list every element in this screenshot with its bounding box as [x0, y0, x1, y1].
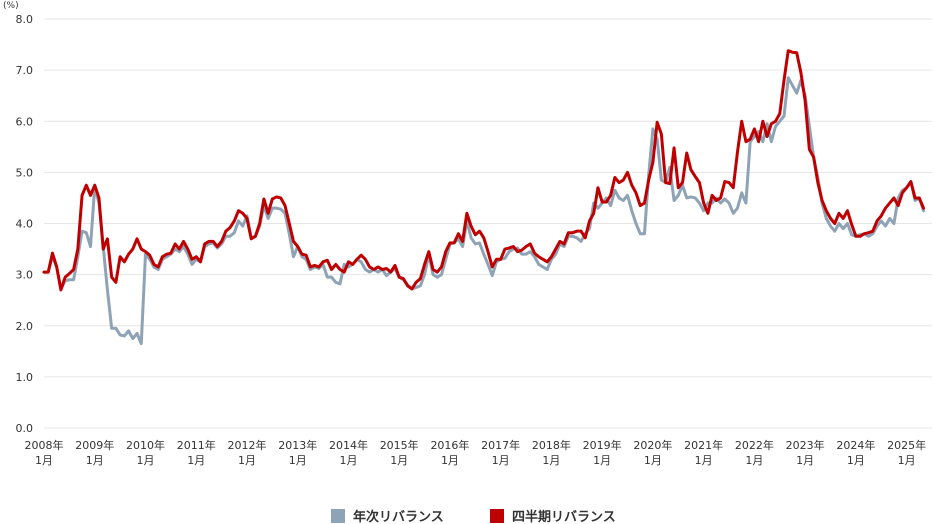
series-lines — [42, 49, 926, 346]
legend-label: 年次リバランス — [353, 509, 444, 524]
x-tick-month-label: 1月 — [745, 454, 763, 467]
x-tick-year-label: 2014年 — [329, 438, 368, 452]
x-tick-year-label: 2017年 — [481, 438, 520, 452]
x-tick-year-label: 2023年 — [786, 438, 825, 452]
x-tick-month-label: 1月 — [136, 454, 154, 467]
legend-swatch — [331, 509, 345, 523]
x-tick-year-label: 2021年 — [684, 438, 723, 452]
x-tick-month-label: 1月 — [339, 454, 357, 467]
x-tick-month-label: 1月 — [898, 454, 916, 467]
x-tick-year-label: 2013年 — [278, 438, 317, 452]
x-tick-month-label: 1月 — [593, 454, 611, 467]
series-line-quarterly — [42, 49, 926, 292]
x-tick-year-label: 2020年 — [633, 438, 672, 452]
x-tick-year-label: 2008年 — [25, 438, 64, 452]
x-tick-year-label: 2009年 — [75, 438, 114, 452]
series-line-annual — [42, 76, 926, 346]
legend-swatch — [490, 509, 504, 523]
x-tick-year-label: 2018年 — [532, 438, 571, 452]
legend: 年次リバランス 四半期リバランス — [331, 509, 616, 524]
x-tick-month-label: 1月 — [86, 454, 104, 467]
x-tick-month-label: 1月 — [542, 454, 560, 467]
x-tick-year-label: 2015年 — [380, 438, 419, 452]
x-tick-year-label: 2019年 — [583, 438, 622, 452]
y-tick-label: 0.0 — [16, 422, 34, 435]
x-tick-year-label: 2012年 — [227, 438, 266, 452]
x-tick-month-label: 1月 — [796, 454, 814, 467]
x-tick-year-label: 2016年 — [430, 438, 469, 452]
y-tick-label: 7.0 — [16, 64, 34, 77]
x-tick-year-label: 2022年 — [735, 438, 774, 452]
y-tick-label: 5.0 — [16, 166, 34, 179]
x-tick-month-label: 1月 — [289, 454, 307, 467]
y-tick-label: 6.0 — [16, 115, 34, 128]
x-tick-year-label: 2010年 — [126, 438, 165, 452]
x-tick-month-label: 1月 — [644, 454, 662, 467]
y-axis-ticks: 0.0 1.0 2.0 3.0 4.0 5.0 6.0 7.0 8.0 — [16, 13, 34, 435]
y-tick-label: 8.0 — [16, 13, 34, 26]
y-tick-label: 4.0 — [16, 218, 34, 231]
x-tick-month-label: 1月 — [35, 454, 53, 467]
x-tick-month-label: 1月 — [390, 454, 408, 467]
x-tick-month-label: 1月 — [847, 454, 865, 467]
x-tick-month-label: 1月 — [492, 454, 510, 467]
x-tick-month-label: 1月 — [441, 454, 459, 467]
x-tick-year-label: 2025年 — [887, 438, 926, 452]
x-tick-month-label: 1月 — [238, 454, 256, 467]
x-tick-month-label: 1月 — [695, 454, 713, 467]
x-tick-year-label: 2024年 — [836, 438, 875, 452]
gridlines — [44, 18, 932, 429]
y-tick-label: 1.0 — [16, 371, 34, 384]
x-axis-ticks: 2008年 1月 2009年 1月 2010年 1月 2011年 1月 2012年 1月 2013年… — [25, 438, 927, 467]
x-tick-month-label: 1月 — [187, 454, 205, 467]
y-axis-unit-label: (%) — [3, 1, 19, 11]
y-tick-label: 3.0 — [16, 269, 34, 282]
legend-label: 四半期リバランス — [512, 509, 616, 524]
x-tick-year-label: 2011年 — [177, 438, 216, 452]
y-tick-label: 2.0 — [16, 320, 34, 333]
